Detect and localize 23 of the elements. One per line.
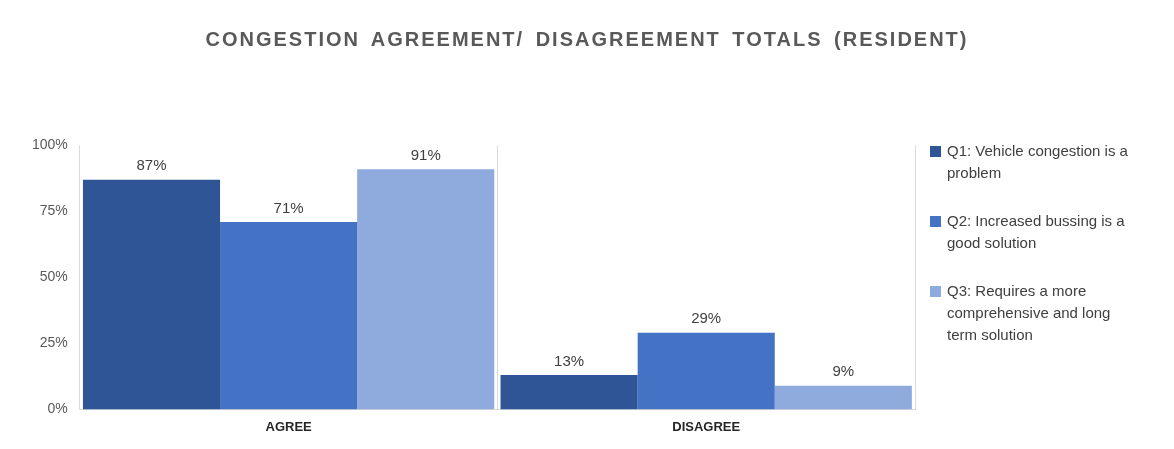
bar (220, 221, 358, 410)
x-tick-label: DISAGREE (672, 418, 741, 434)
bar (82, 179, 221, 410)
y-tick-label: 50% (39, 268, 68, 285)
data-label: 87% (136, 156, 167, 174)
data-label: 91% (410, 145, 441, 163)
bar (637, 332, 775, 410)
bar (500, 375, 638, 410)
data-label: 13% (554, 351, 585, 369)
y-tick-label: 100% (31, 136, 68, 153)
legend-label: Q2: Increased bussing is a good solution (947, 211, 1126, 253)
legend-label: Q3: Requires a more comprehensive and long term solution (947, 281, 1112, 345)
data-label: 9% (832, 362, 855, 380)
y-tick-label: 75% (39, 202, 68, 219)
data-label: 71% (273, 198, 304, 216)
x-tick-label: AGREE (265, 418, 313, 434)
y-tick-label: 25% (39, 334, 68, 351)
bar (774, 385, 912, 410)
chart-title: CONGESTION AGREEMENT/ DISAGREEMENT TOTALS (RESIDENT) (204, 28, 970, 51)
y-tick-label: 0% (47, 400, 68, 417)
data-label: 29% (691, 309, 722, 327)
legend-label: Q1: Vehicle congestion is a problem (947, 141, 1129, 183)
bar (357, 169, 495, 410)
